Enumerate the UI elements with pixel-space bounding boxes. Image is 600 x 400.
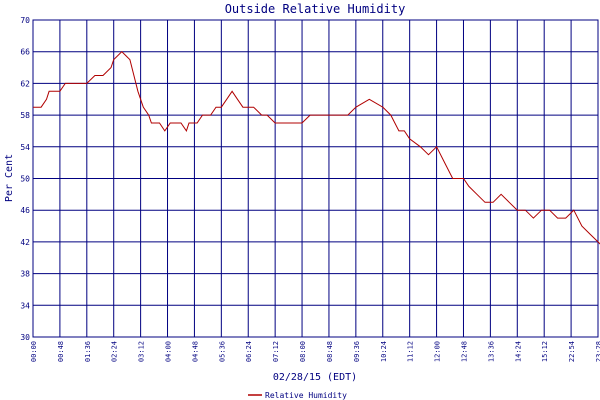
x-tick-label: 12:00 bbox=[434, 341, 442, 362]
x-tick-label: 04:48 bbox=[191, 341, 199, 362]
x-tick-label: 11:12 bbox=[407, 341, 415, 362]
x-tick-label: 02:24 bbox=[111, 341, 119, 362]
x-tick-label: 03:12 bbox=[138, 341, 146, 362]
y-axis-ticks: 30 34 38 42 46 50 54 58 62 66 70 bbox=[20, 16, 30, 342]
y-tick-label: 70 bbox=[20, 16, 30, 25]
x-tick-label: 14:24 bbox=[514, 341, 522, 362]
x-tick-label: 15:12 bbox=[541, 341, 549, 362]
x-tick-label: 04:00 bbox=[165, 341, 173, 362]
x-tick-label: 12:48 bbox=[460, 341, 468, 362]
x-tick-label: 05:36 bbox=[218, 341, 226, 362]
legend: Relative Humidity bbox=[248, 391, 347, 400]
y-axis-label: Per Cent bbox=[4, 154, 15, 202]
x-tick-label: 01:36 bbox=[84, 341, 92, 362]
y-tick-label: 62 bbox=[20, 79, 30, 88]
y-tick-label: 34 bbox=[20, 301, 30, 310]
x-tick-label: 07:12 bbox=[272, 341, 280, 362]
x-axis-label: 02/28/15 (EDT) bbox=[273, 372, 357, 383]
x-axis-ticks: 00:00 00:48 01:36 02:24 03:12 04:00 04:48 05:36… bbox=[30, 341, 600, 362]
grid-lines bbox=[32, 19, 599, 338]
y-tick-label: 38 bbox=[20, 270, 30, 279]
chart-title: Outside Relative Humidity bbox=[225, 2, 406, 16]
y-tick-label: 30 bbox=[20, 333, 30, 342]
y-tick-label: 46 bbox=[20, 206, 30, 215]
y-tick-label: 58 bbox=[20, 111, 30, 120]
x-tick-label: 10:24 bbox=[380, 341, 388, 362]
x-tick-label: 22:54 bbox=[568, 341, 576, 362]
y-tick-label: 42 bbox=[20, 238, 30, 247]
y-tick-label: 50 bbox=[20, 175, 30, 184]
legend-label: Relative Humidity bbox=[265, 391, 347, 400]
x-tick-label: 23:28 bbox=[595, 341, 600, 362]
x-tick-label: 00:00 bbox=[30, 341, 38, 362]
x-tick-label: 08:00 bbox=[299, 341, 307, 362]
x-tick-label: 08:48 bbox=[326, 341, 334, 362]
x-tick-label: 00:48 bbox=[57, 341, 65, 362]
x-tick-label: 13:36 bbox=[487, 341, 495, 362]
series-line-relative-humidity bbox=[33, 51, 600, 245]
y-tick-label: 54 bbox=[20, 143, 30, 152]
x-tick-label: 06:24 bbox=[245, 341, 253, 362]
x-tick-label: 09:36 bbox=[353, 341, 361, 362]
y-tick-label: 66 bbox=[20, 48, 30, 57]
